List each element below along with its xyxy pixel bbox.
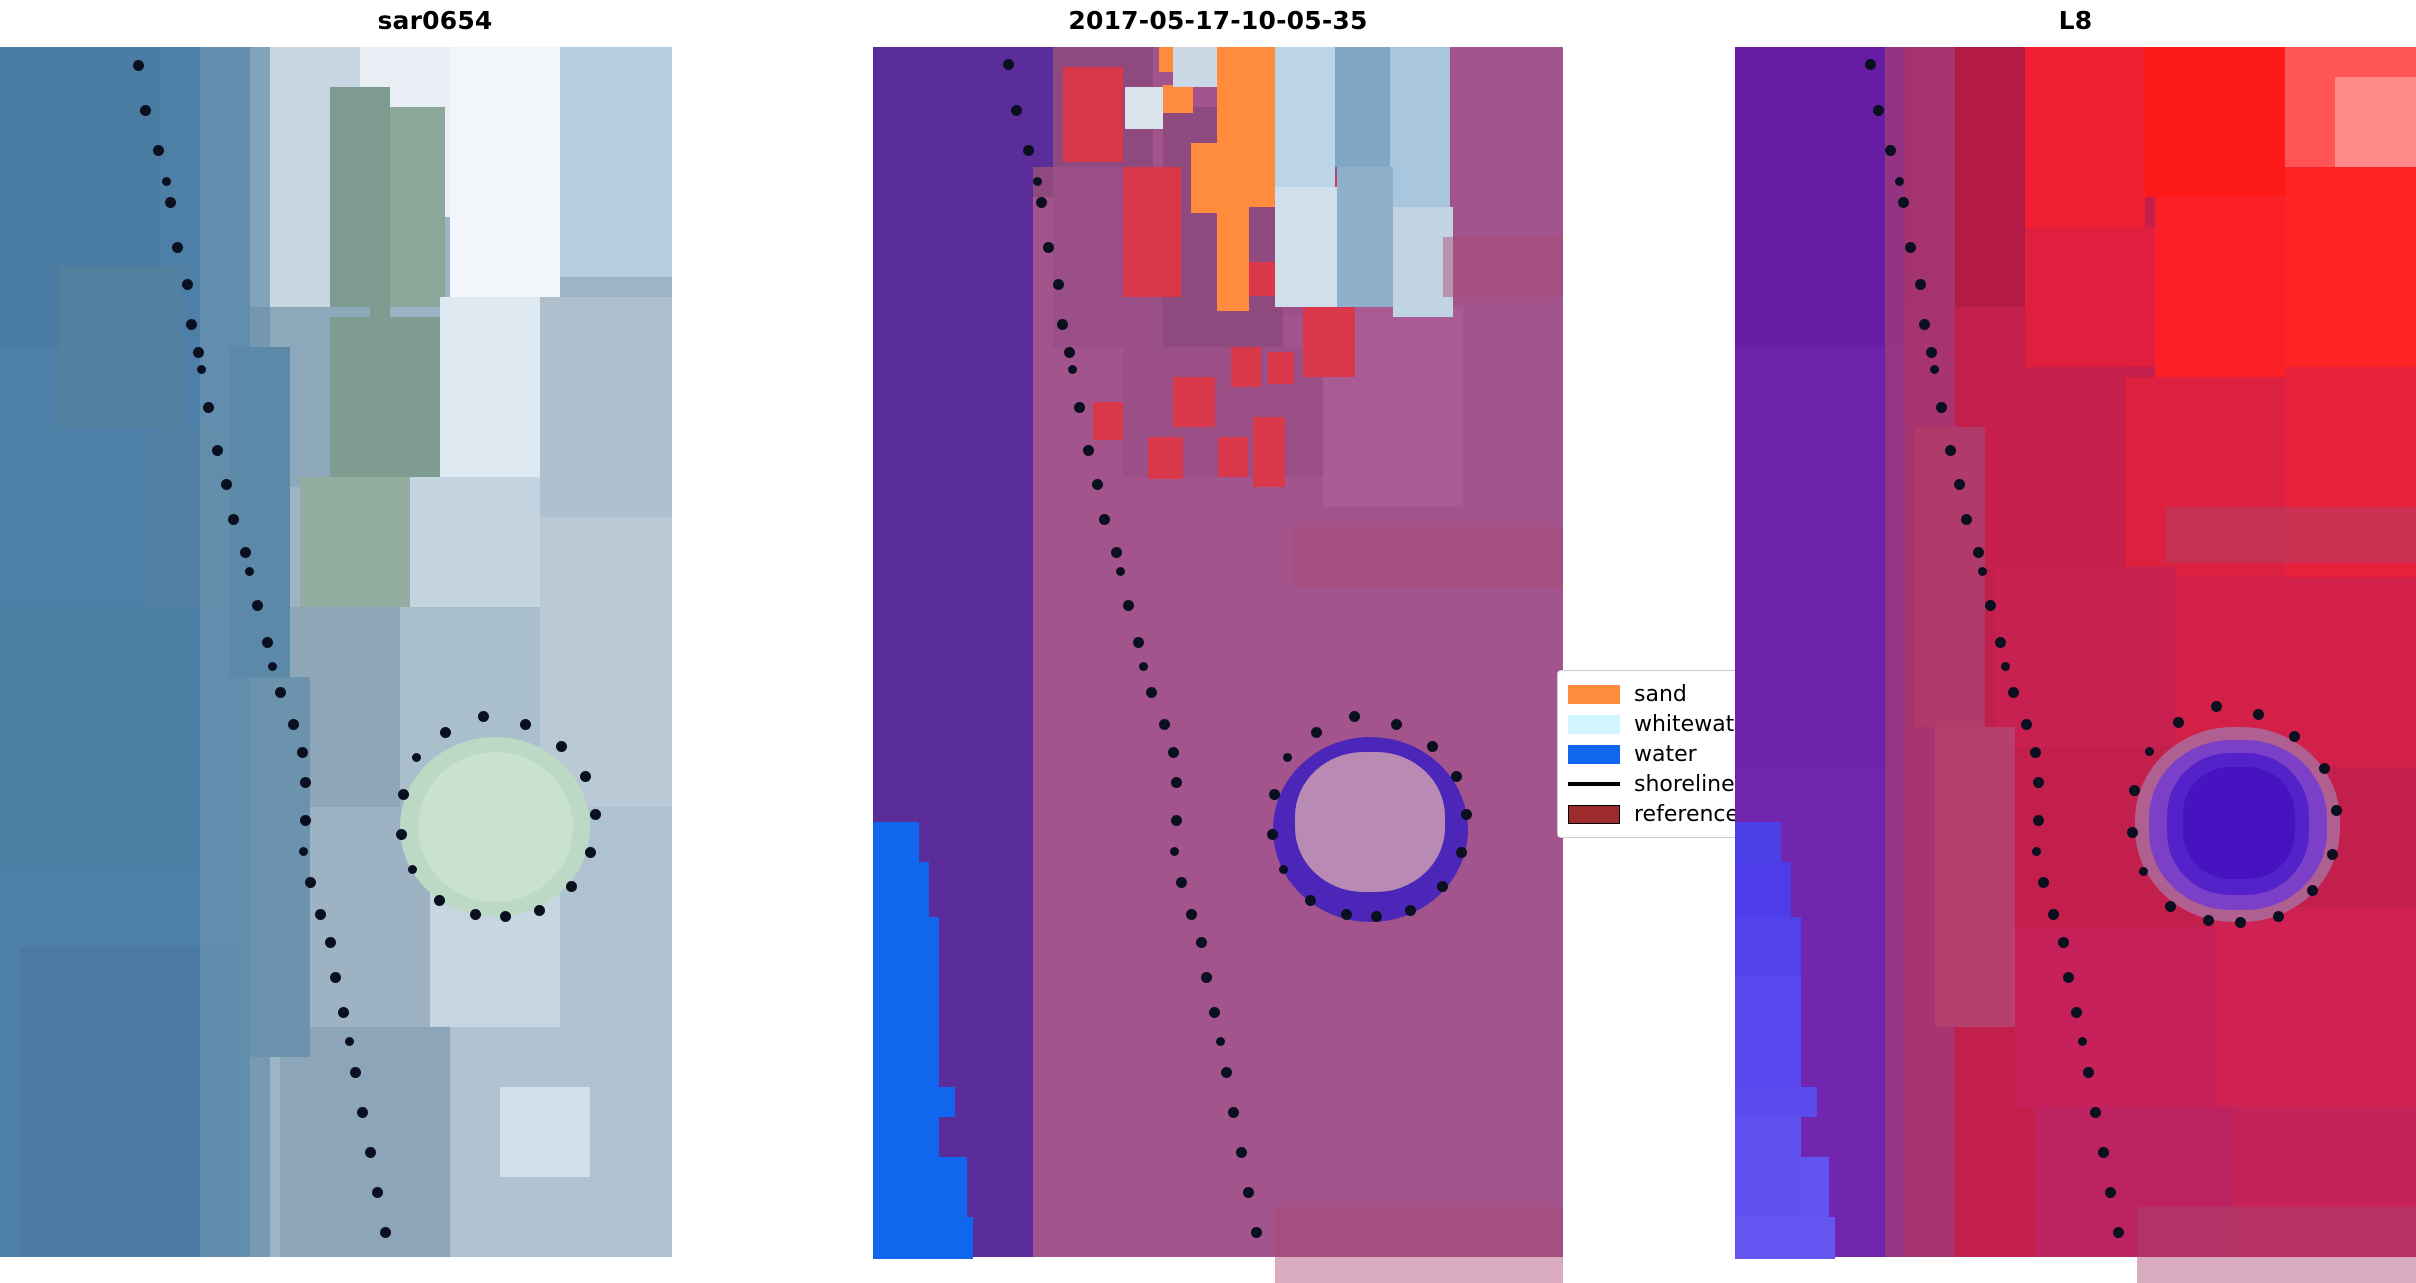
- panel-rgb-image[interactable]: [0, 47, 672, 1257]
- sand-swatch-icon: [1568, 684, 1620, 704]
- whitewater-swatch-icon: [1568, 714, 1620, 734]
- reference-shoreline-buffer: [1275, 1207, 1563, 1283]
- panel-classified-image[interactable]: [873, 47, 1563, 1283]
- legend-label-shoreline: shoreline: [1634, 771, 1735, 797]
- legend-label-sand: sand: [1634, 681, 1687, 707]
- legend-item-shoreline: shoreline: [1568, 769, 1798, 799]
- legend-label-water: water: [1634, 741, 1697, 767]
- shoreline-line-icon: [1568, 782, 1620, 786]
- legend-item-water: water: [1568, 739, 1798, 769]
- water-swatch-icon: [1568, 744, 1620, 764]
- panel-title-3: L8: [2058, 6, 2093, 35]
- rgb-raster: [0, 47, 672, 1257]
- l8-raster: [1735, 47, 2416, 1283]
- legend-item-sand: sand: [1568, 679, 1798, 709]
- panel-l8-image[interactable]: [1735, 47, 2416, 1283]
- reference-shoreline-swatch-icon: [1568, 804, 1620, 824]
- panel-title-1: sar0654: [377, 6, 493, 35]
- panel-title-2: 2017-05-17-10-05-35: [1068, 6, 1368, 35]
- classified-raster: [873, 47, 1563, 1283]
